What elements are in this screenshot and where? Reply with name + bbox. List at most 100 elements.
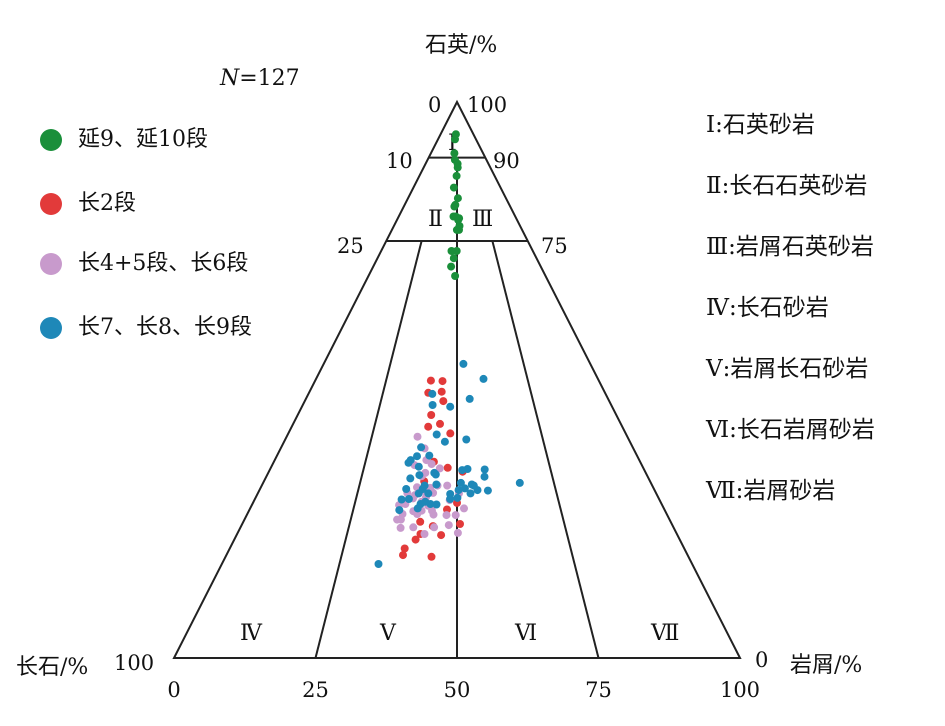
sample-point-chang789: [440, 437, 449, 446]
sample-point-yan: [453, 194, 462, 203]
key-item-7: Ⅶ:岩屑砂岩: [706, 478, 836, 504]
sample-point-chang45: [443, 481, 452, 490]
scale-right-75: 75: [541, 234, 568, 258]
sample-point-yan: [455, 225, 463, 234]
sample-point-chang2: [400, 544, 409, 553]
sample-point-chang45: [420, 530, 429, 538]
sample-point-chang789: [431, 470, 440, 479]
sample-point-chang789: [428, 401, 437, 409]
sample-point-chang789: [413, 452, 421, 461]
sample-point-chang45: [396, 523, 405, 532]
sample-point-chang789: [473, 486, 482, 495]
sample-point-yan: [449, 183, 458, 192]
sample-point-chang789: [374, 560, 383, 568]
sample-point-chang789: [425, 451, 434, 460]
sample-point-chang2: [427, 552, 436, 561]
sample-point-chang789: [402, 485, 411, 493]
scale-right-90: 90: [493, 149, 520, 173]
key-item-3: Ⅲ:岩屑石英砂岩: [706, 234, 874, 260]
legend-label-chang45: 长4+5段、长6段: [78, 251, 249, 276]
sample-point-chang2: [443, 463, 452, 472]
scale-left-25: 25: [337, 234, 364, 258]
boundary-ray-75: [491, 240, 600, 659]
sample-point-yan: [451, 272, 460, 280]
legend-item-yan: 延9、延10段: [40, 128, 252, 152]
sample-count-symbol: N: [220, 66, 240, 91]
sample-point-chang789: [465, 394, 474, 403]
legend-item-chang789: 长7、长8、长9段: [40, 316, 252, 340]
sample-point-chang789: [404, 495, 413, 503]
sample-point-chang2: [438, 377, 447, 386]
sample-point-chang2: [437, 387, 446, 396]
sample-point-chang789: [397, 495, 406, 504]
base-tick-label: 50: [444, 678, 471, 702]
sample-point-chang789: [432, 480, 441, 489]
sample-point-chang45: [442, 511, 451, 520]
sample-point-chang789: [462, 435, 471, 444]
axis-title-quartz: 石英/%: [425, 33, 497, 58]
sample-point-chang789: [406, 474, 415, 483]
sample-point-yan: [452, 247, 461, 255]
sample-point-chang45: [427, 460, 436, 468]
legend-marker-chang789: [40, 317, 62, 339]
sample-point-chang789: [395, 506, 404, 515]
legend-marker-yan: [40, 129, 62, 151]
sample-point-chang789: [432, 500, 441, 509]
zone-label-ii: Ⅱ: [428, 207, 443, 232]
legend-label-chang789: 长7、长8、长9段: [78, 315, 252, 340]
sample-count-value: =127: [239, 66, 300, 91]
sample-point-chang789: [458, 466, 467, 475]
sample-point-yan: [451, 130, 460, 139]
sample-point-chang789: [404, 458, 413, 467]
legend-item-chang2: 长2段: [40, 192, 252, 216]
legend-item-chang45: 长4+5段、长6段: [40, 252, 252, 276]
sample-point-chang789: [479, 374, 488, 383]
zone-label-v: Ⅴ: [379, 621, 397, 646]
zone-label-i: Ⅰ: [448, 131, 457, 156]
sample-point-chang2: [427, 411, 436, 419]
axis-title-feldspar: 长石/%: [16, 655, 88, 680]
sample-point-chang45: [451, 511, 460, 520]
zone-label-vi: Ⅵ: [514, 621, 537, 646]
zone-label-iii: Ⅲ: [472, 207, 493, 232]
sample-point-chang789: [446, 402, 455, 411]
sample-point-chang789: [456, 478, 465, 487]
sample-point-chang45: [430, 523, 439, 532]
key-item-4: Ⅳ:长石砂岩: [706, 295, 829, 321]
sample-point-chang789: [480, 472, 489, 481]
boundary-ray-25: [314, 240, 423, 659]
sample-point-yan: [454, 215, 463, 224]
sample-point-yan: [447, 262, 456, 271]
base-tick-label: 100: [720, 678, 760, 702]
sample-point-chang2: [411, 535, 420, 544]
base-tick-label: 0: [167, 678, 180, 702]
base-tick-labels: 0 25 50 75 100: [167, 678, 760, 702]
sample-point-chang45: [444, 521, 453, 530]
key-item-2: Ⅱ:长石石英砂岩: [706, 173, 868, 199]
sample-point-chang789: [417, 443, 426, 452]
legend: 延9、延10段 长2段 长4+5段、长6段 长7、长8、长9段: [40, 128, 252, 380]
sample-point-chang789: [454, 486, 463, 495]
key-item-6: Ⅵ:长石岩屑砂岩: [706, 417, 875, 443]
sample-point-yan: [453, 159, 462, 168]
sample-point-yan: [449, 254, 458, 263]
scale-apex-right: 100: [467, 93, 507, 117]
sample-point-yan: [450, 149, 459, 158]
sample-point-chang2: [439, 397, 448, 406]
sample-point-chang789: [466, 489, 475, 498]
sample-point-chang2: [416, 517, 425, 526]
zone-label-iv: Ⅳ: [240, 621, 263, 646]
sample-point-chang789: [459, 359, 468, 368]
sample-point-chang789: [480, 465, 489, 474]
sample-point-chang45: [435, 464, 444, 473]
sample-point-chang789: [414, 462, 423, 471]
sample-point-chang789: [416, 500, 425, 508]
scale-bottom-right-0: 0: [755, 648, 768, 672]
sample-point-chang2: [436, 419, 444, 428]
sample-point-chang789: [483, 486, 492, 495]
sample-point-yan: [452, 171, 461, 180]
sample-point-chang2: [456, 520, 464, 528]
legend-label-yan: 延9、延10段: [78, 127, 208, 152]
sample-points: [374, 130, 524, 568]
